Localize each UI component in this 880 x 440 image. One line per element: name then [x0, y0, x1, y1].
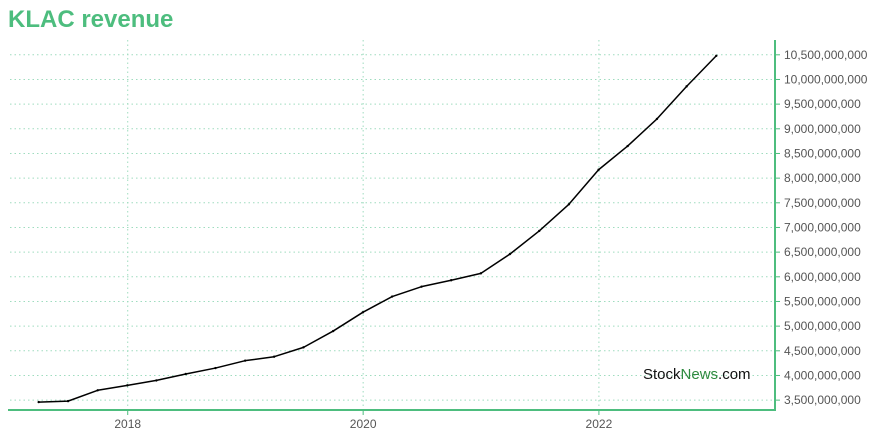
data-point[interactable] [508, 252, 512, 256]
y-tick-label: 7,500,000,000 [784, 196, 861, 210]
data-point[interactable] [567, 203, 571, 206]
x-tick-label: 2022 [586, 417, 613, 431]
axis-layer [8, 40, 780, 415]
y-tick-label: 5,000,000,000 [784, 319, 861, 333]
watermark-accent: News [680, 366, 719, 383]
data-point[interactable] [96, 389, 99, 392]
series-layer [37, 54, 718, 404]
y-tick-label: 3,500,000,000 [784, 393, 861, 407]
data-point[interactable] [37, 400, 40, 404]
chart-title: KLAC revenue [8, 6, 174, 33]
data-point[interactable] [685, 85, 688, 88]
y-tick-label: 6,500,000,000 [784, 245, 861, 259]
watermark-logo[interactable]: StockNews.com [643, 366, 751, 383]
label-layer: 3,500,000,000 4,000,000,000 4,500,000,000 5… [114, 48, 867, 431]
data-point[interactable] [390, 295, 394, 298]
data-point[interactable] [214, 366, 217, 370]
data-point[interactable] [243, 359, 247, 362]
watermark-suffix: .com [718, 366, 751, 383]
y-tick-label: 8,000,000,000 [784, 171, 861, 185]
y-tick-label: 10,500,000,000 [784, 48, 868, 62]
y-tick-label: 9,000,000,000 [784, 122, 861, 136]
y-tick-label: 9,500,000,000 [784, 97, 861, 111]
data-point[interactable] [420, 285, 423, 288]
data-point[interactable] [155, 379, 158, 382]
data-point[interactable] [126, 384, 129, 387]
data-point[interactable] [597, 168, 600, 171]
data-point[interactable] [655, 117, 659, 121]
data-point[interactable] [331, 329, 335, 333]
watermark-prefix: Stock [643, 366, 681, 383]
data-point[interactable] [538, 229, 541, 233]
data-point[interactable] [361, 311, 365, 314]
data-point[interactable] [626, 144, 629, 148]
y-tick-label: 6,000,000,000 [784, 270, 861, 284]
y-tick-label: 5,500,000,000 [784, 294, 861, 308]
data-point[interactable] [715, 54, 718, 57]
data-point[interactable] [66, 399, 70, 403]
data-point[interactable] [449, 279, 453, 282]
y-tick-label: 7,000,000,000 [784, 220, 861, 234]
data-point[interactable] [184, 372, 187, 376]
y-tick-label: 10,000,000,000 [784, 72, 868, 86]
y-tick-label: 8,500,000,000 [784, 146, 861, 160]
data-point[interactable] [302, 346, 305, 349]
grid-layer [10, 40, 775, 410]
x-tick-label: 2018 [114, 417, 141, 431]
y-tick-label: 4,000,000,000 [784, 368, 861, 382]
series-line[interactable] [37, 55, 718, 403]
x-tick-label: 2020 [350, 417, 377, 431]
data-point[interactable] [479, 272, 483, 275]
y-tick-label: 4,500,000,000 [784, 344, 861, 358]
data-point[interactable] [272, 355, 276, 358]
